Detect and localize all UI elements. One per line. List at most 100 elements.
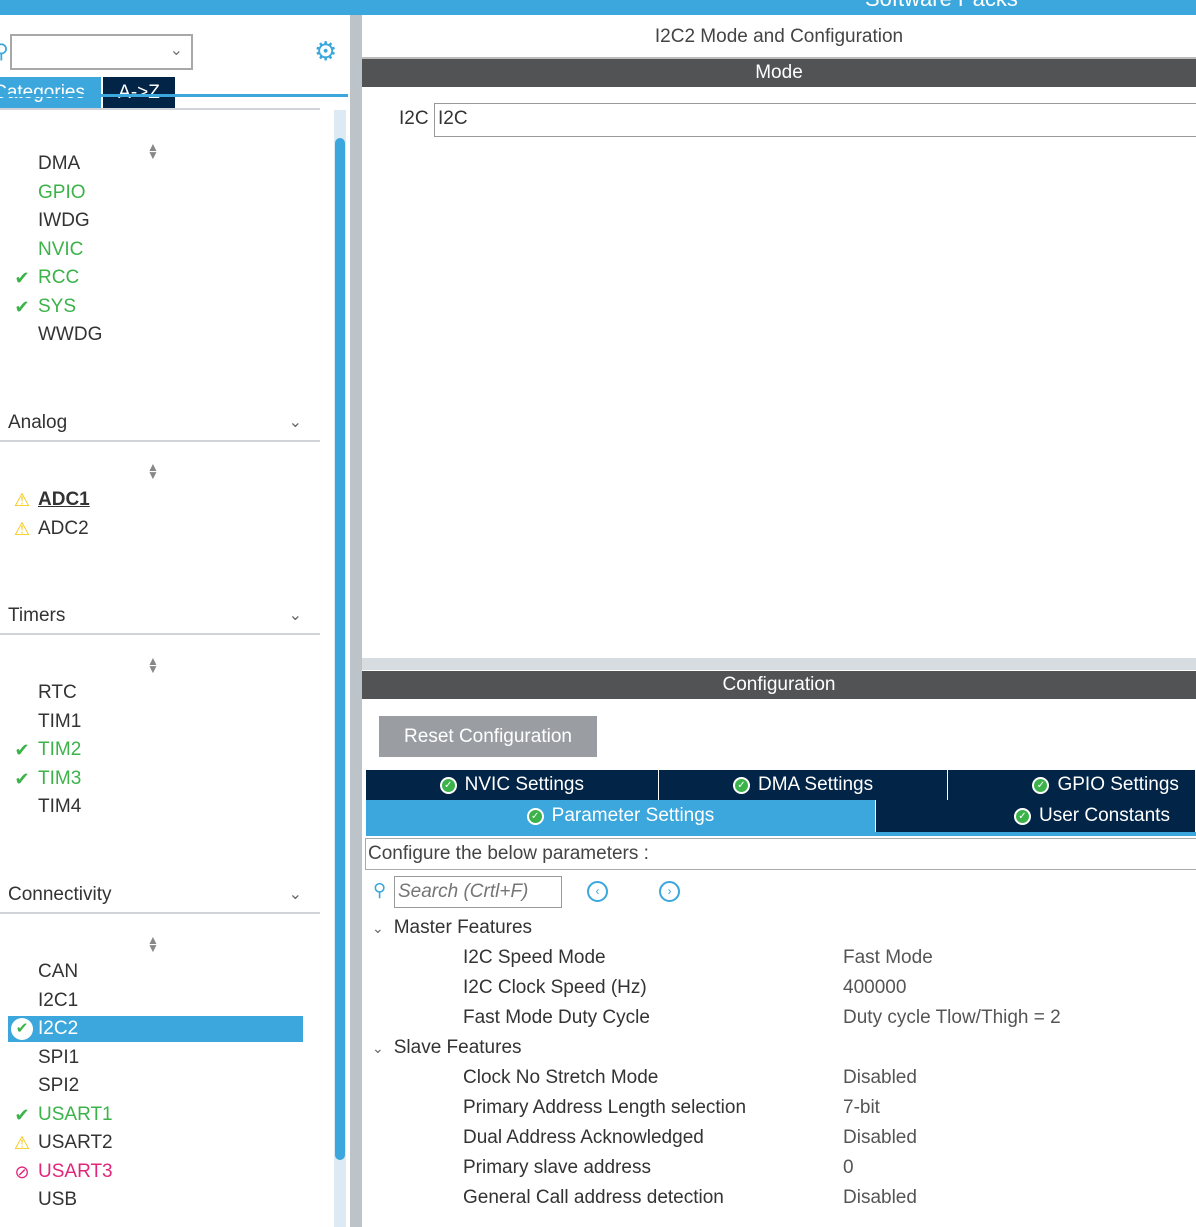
- warning-icon: ⚠: [13, 1133, 31, 1153]
- sort-icon[interactable]: ▲ ▼: [147, 933, 159, 955]
- section-title: Timers: [8, 605, 66, 626]
- tab-dma-settings[interactable]: ✓ DMA Settings: [658, 770, 949, 800]
- sidebar-item-usb[interactable]: USB: [8, 1187, 303, 1213]
- sidebar-item-gpio[interactable]: GPIO: [8, 180, 303, 206]
- tab-label: Parameter Settings: [551, 805, 715, 826]
- sidebar-item-spi2[interactable]: SPI2: [8, 1073, 303, 1099]
- parameter-name: I2C Speed Mode: [463, 947, 606, 968]
- sidebar-item-sys[interactable]: SYS ✔: [8, 294, 303, 320]
- group-slave-features[interactable]: ⌄ Slave Features: [372, 1033, 522, 1063]
- sidebar-item-usart3[interactable]: USART3 ⊘: [8, 1159, 303, 1185]
- parameter-value[interactable]: Duty cycle Tlow/Thigh = 2: [843, 1007, 1061, 1028]
- next-match-icon[interactable]: ›: [659, 881, 680, 902]
- warning-icon: ⚠: [13, 490, 31, 510]
- reset-configuration-button[interactable]: Reset Configuration: [379, 716, 597, 757]
- chevron-down-icon: ⌄: [288, 886, 302, 903]
- sidebar-item-tim2[interactable]: TIM2 ✔: [8, 737, 303, 763]
- parameter-name: I2C Clock Speed (Hz): [463, 977, 647, 998]
- chevron-down-icon: ⌄: [288, 607, 302, 624]
- check-icon: ✓: [732, 776, 750, 794]
- panel-splitter-horizontal[interactable]: [362, 658, 1196, 670]
- parameter-row[interactable]: Fast Mode Duty Cycle Duty cycle Tlow/Thig…: [363, 1003, 1196, 1033]
- check-icon: ✔: [14, 1104, 30, 1125]
- sidebar-item-label: SYS: [38, 295, 77, 317]
- sidebar-item-nvic[interactable]: NVIC: [8, 237, 303, 263]
- section-timers[interactable]: Timers ⌄: [0, 605, 320, 635]
- sidebar-item-tim3[interactable]: TIM3 ✔: [8, 766, 303, 792]
- sidebar-item-dma[interactable]: DMA: [8, 151, 303, 177]
- parameter-row[interactable]: Primary slave address 0: [363, 1153, 1196, 1183]
- sort-icon[interactable]: ▲ ▼: [147, 460, 159, 482]
- sidebar-scrollbar-thumb[interactable]: [335, 138, 345, 1160]
- sidebar-item-tim1[interactable]: TIM1: [8, 709, 303, 735]
- parameter-search-input[interactable]: [394, 876, 562, 908]
- category-search-combo[interactable]: ⌄: [10, 34, 193, 70]
- gear-icon[interactable]: ⚙: [314, 36, 338, 66]
- previous-match-icon[interactable]: ‹: [587, 881, 608, 902]
- i2c-mode-select[interactable]: I2C: [434, 103, 1196, 137]
- sort-icon[interactable]: ▲ ▼: [147, 140, 159, 162]
- parameter-row[interactable]: I2C Speed Mode Fast Mode: [363, 943, 1196, 973]
- tab-user-constants[interactable]: ✓ User Constants: [876, 800, 1196, 832]
- sidebar-item-usart2[interactable]: USART2 ⚠: [8, 1130, 303, 1156]
- section-analog[interactable]: Analog ⌄: [0, 412, 320, 442]
- sidebar-item-label: CAN: [38, 961, 79, 982]
- check-icon: ✔: [14, 296, 30, 317]
- parameter-row[interactable]: Dual Address Acknowledged Disabled: [363, 1123, 1196, 1153]
- section-connectivity[interactable]: Connectivity ⌄: [0, 884, 320, 914]
- parameter-name: General Call address detection: [463, 1187, 724, 1208]
- parameter-name: Fast Mode Duty Cycle: [463, 1007, 650, 1028]
- sidebar-item-wwdg[interactable]: WWDG: [8, 322, 303, 348]
- sidebar-item-label: ADC2: [38, 517, 89, 539]
- sidebar-item-i2c2[interactable]: I2C2 ✔: [8, 1016, 303, 1042]
- tab-a-z[interactable]: A->Z: [103, 77, 175, 109]
- sidebar-item-label: SPI1: [38, 1046, 80, 1068]
- parameter-value[interactable]: Disabled: [843, 1127, 917, 1148]
- tab-label: DMA Settings: [757, 774, 874, 795]
- sidebar-item-usart1[interactable]: USART1 ✔: [8, 1102, 303, 1128]
- check-icon: ✓: [1032, 776, 1050, 794]
- sidebar-item-adc2[interactable]: ADC2 ⚠: [8, 516, 303, 542]
- configure-hint: Configure the below parameters :: [365, 838, 1196, 870]
- tab-parameter-settings[interactable]: ✓ Parameter Settings: [366, 800, 876, 832]
- sidebar-item-label: WWDG: [38, 324, 103, 345]
- sidebar-item-rtc[interactable]: RTC: [8, 680, 303, 706]
- parameter-row[interactable]: Primary Address Length selection 7-bit: [363, 1093, 1196, 1123]
- tab-categories[interactable]: Categories: [0, 77, 101, 109]
- parameter-value[interactable]: Disabled: [843, 1067, 917, 1088]
- parameter-value[interactable]: 400000: [843, 977, 907, 998]
- group-master-features[interactable]: ⌄ Master Features: [372, 913, 532, 943]
- parameter-row[interactable]: Clock No Stretch Mode Disabled: [363, 1063, 1196, 1093]
- parameter-name: Primary slave address: [463, 1157, 651, 1178]
- parameter-value[interactable]: 0: [843, 1157, 854, 1178]
- sidebar-item-label: USART3: [38, 1160, 113, 1182]
- parameter-row[interactable]: General Call address detection Disabled: [363, 1183, 1196, 1213]
- parameter-value[interactable]: 7-bit: [843, 1097, 880, 1118]
- sidebar-item-iwdg[interactable]: IWDG: [8, 208, 303, 234]
- check-circle-icon: ✔: [11, 1018, 33, 1040]
- parameter-value[interactable]: Fast Mode: [843, 947, 933, 968]
- software-packs-menu[interactable]: Software Packs: [865, 0, 1018, 12]
- sort-icon[interactable]: ▲ ▼: [147, 654, 159, 676]
- tab-label: Categories: [0, 82, 85, 103]
- sidebar-item-i2c1[interactable]: I2C1: [8, 988, 303, 1014]
- sidebar-item-spi1[interactable]: SPI1: [8, 1045, 303, 1071]
- sidebar-item-label: TIM4: [38, 796, 82, 817]
- sidebar-item-adc1[interactable]: ADC1 ⚠: [8, 487, 303, 513]
- check-icon: ✔: [14, 740, 30, 760]
- sidebar-item-tim4[interactable]: TIM4: [8, 794, 303, 820]
- divider: [0, 108, 320, 110]
- sidebar-item-can[interactable]: CAN: [8, 959, 303, 985]
- tab-label: NVIC Settings: [464, 774, 584, 795]
- panel-splitter[interactable]: [350, 15, 362, 1227]
- sidebar-item-label: TIM2: [38, 739, 82, 760]
- tab-gpio-settings[interactable]: ✓ GPIO Settings: [948, 770, 1196, 800]
- warning-icon: ⚠: [13, 518, 31, 539]
- parameter-row[interactable]: I2C Clock Speed (Hz) 400000: [363, 973, 1196, 1003]
- sidebar-item-label: SPI2: [38, 1075, 80, 1096]
- sidebar-item-label: USART2: [38, 1132, 113, 1153]
- tab-label: GPIO Settings: [1057, 774, 1179, 795]
- parameter-value[interactable]: Disabled: [843, 1187, 917, 1208]
- tab-nvic-settings[interactable]: ✓ NVIC Settings: [366, 770, 659, 800]
- sidebar-item-rcc[interactable]: RCC ✔: [8, 265, 303, 291]
